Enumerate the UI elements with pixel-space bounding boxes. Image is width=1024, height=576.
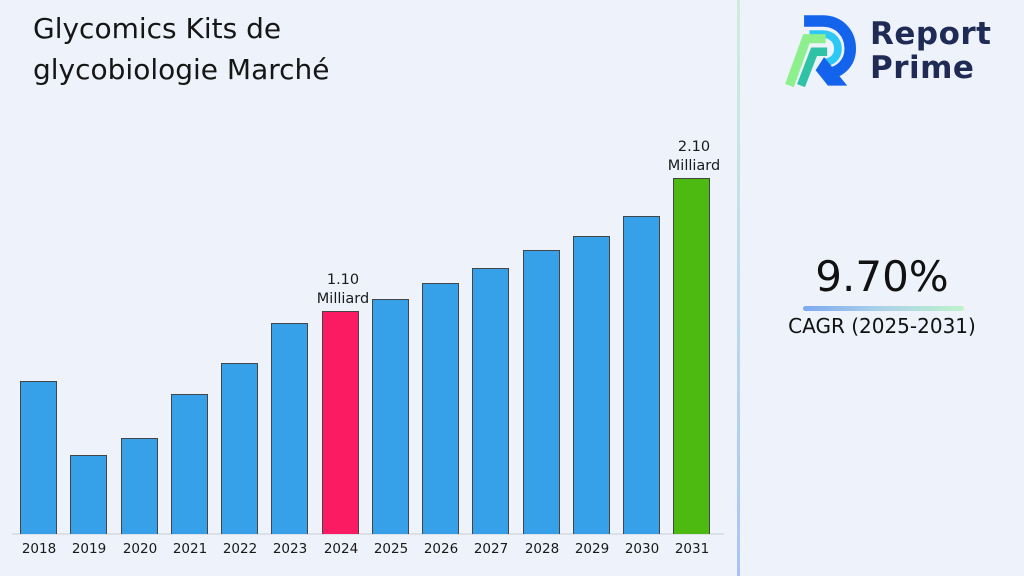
bar-value-label-2024: 1.10 Milliard [295, 271, 391, 308]
page-title-line2: glycobiologie Marché [33, 53, 330, 86]
bar-2021 [171, 394, 208, 534]
bar-2025 [372, 299, 409, 534]
bar-2026 [422, 283, 459, 534]
x-tick-label-2024: 2024 [323, 541, 359, 557]
x-tick-label-2023: 2023 [272, 541, 308, 557]
cagr-underline [803, 306, 964, 311]
x-tick-label-2030: 2030 [624, 541, 660, 557]
x-tick-label-2027: 2027 [473, 541, 509, 557]
bar-value-label-2031: 2.10 Milliard [646, 138, 742, 175]
bar-value-line2: Milliard [667, 157, 721, 174]
bar-2030 [623, 216, 660, 534]
page-title: Glycomics Kits de glycobiologie Marché [33, 8, 330, 90]
x-tick-label-2031: 2031 [674, 541, 710, 557]
bar-2019 [70, 455, 107, 534]
bar-2029 [573, 236, 610, 534]
bar-value-line2: Milliard [316, 290, 370, 307]
x-tick-label-2026: 2026 [423, 541, 459, 557]
report-prime-logo-text: Report Prime [870, 15, 992, 86]
page-title-line1: Glycomics Kits de [33, 12, 282, 45]
report-prime-logo-icon [785, 15, 857, 88]
logo-text-line2: Prime [870, 50, 975, 86]
bar-2020 [121, 438, 158, 534]
vertical-divider [737, 0, 740, 576]
bar-2028 [523, 250, 560, 534]
bar-value-line1: 2.10 [677, 139, 711, 155]
x-axis-line [12, 533, 724, 535]
x-tick-label-2019: 2019 [71, 541, 107, 557]
x-tick-label-2020: 2020 [122, 541, 158, 557]
bar-2027 [472, 268, 509, 534]
bar-2023 [271, 323, 308, 534]
logo-text-line1: Report [870, 15, 992, 52]
bar-2024 [322, 311, 359, 534]
bar-2018 [20, 381, 57, 534]
x-tick-label-2028: 2028 [524, 541, 560, 557]
cagr-value: 9.70% [815, 252, 949, 301]
report-prime-logo: Report Prime [781, 12, 992, 90]
x-tick-label-2022: 2022 [222, 541, 258, 557]
bar-chart: 2018 2019 2020 2021 2022 2023 2024 1.10 Milliard… [12, 139, 724, 557]
bar-2022 [221, 363, 258, 534]
bar-2031 [673, 178, 710, 534]
x-tick-label-2018: 2018 [21, 541, 57, 557]
x-tick-label-2025: 2025 [373, 541, 409, 557]
cagr-label: CAGR (2025-2031) [788, 314, 976, 338]
x-tick-label-2021: 2021 [172, 541, 208, 557]
x-tick-label-2029: 2029 [574, 541, 610, 557]
bar-value-line1: 1.10 [326, 272, 360, 288]
